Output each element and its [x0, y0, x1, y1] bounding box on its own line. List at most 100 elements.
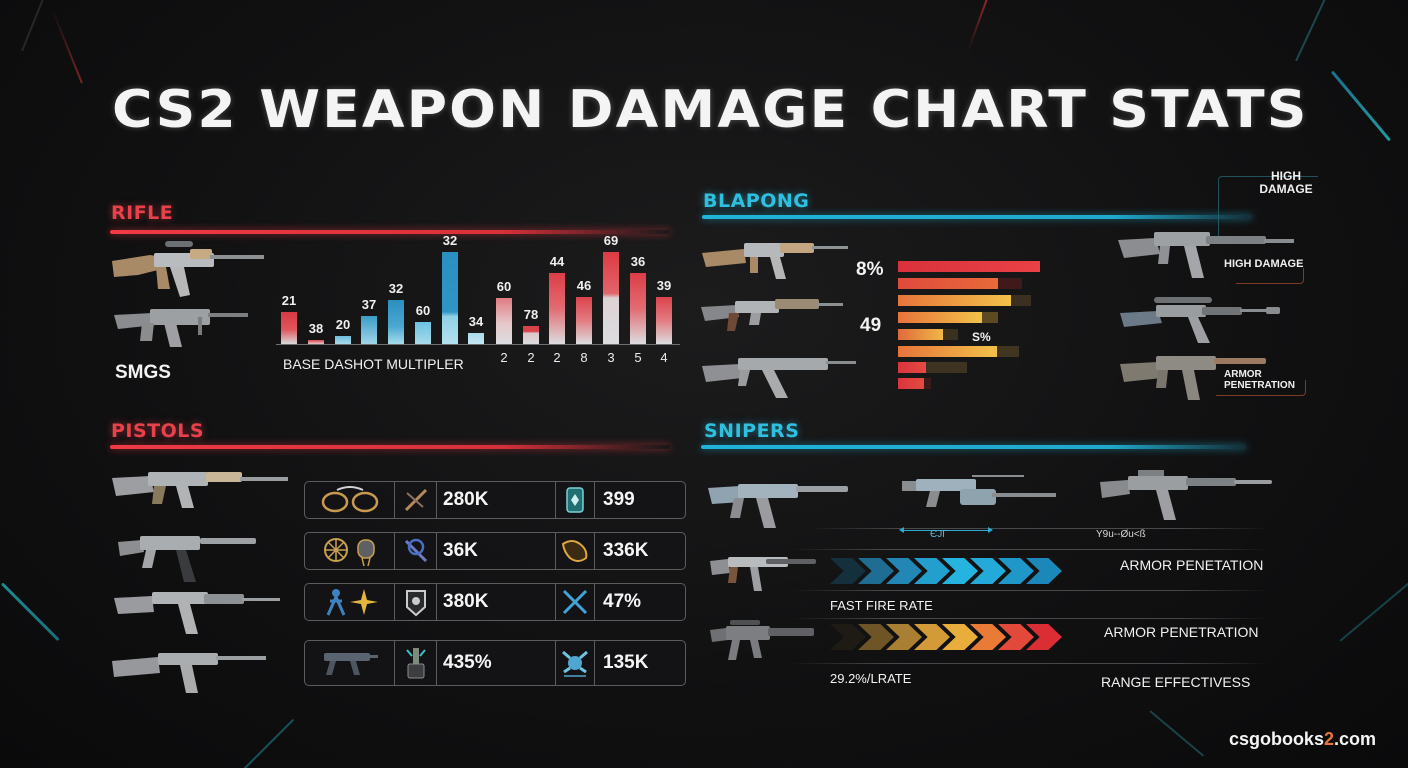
stat-row: 435% 135K [304, 640, 686, 686]
stat-annotation: S% [972, 330, 991, 344]
page-title: CS2 WEAPON DAMAGE CHART STATS [112, 80, 1309, 140]
bar: 60 [415, 303, 431, 344]
chevron-progress-blue [830, 558, 1062, 584]
bar: 78 2 [523, 307, 539, 365]
hbar [898, 295, 1031, 306]
blue-crossed-swords-icon [555, 584, 595, 620]
range-arrow-left-icon [899, 527, 904, 533]
blue-serpent-sword-icon [395, 533, 437, 569]
decor-streak [1295, 0, 1331, 62]
bar: 32 [388, 281, 404, 344]
sniper-stat-label: ARMOR PENETATION [1120, 557, 1264, 573]
chevron-icon [830, 624, 866, 650]
callout-high-damage-2: HIGH DAMAGE [1224, 258, 1304, 270]
callout-armor-penetration: ARMOR PENETRATION [1224, 369, 1295, 391]
bar: 37 [361, 297, 377, 344]
teal-shield-badge-icon [555, 482, 595, 518]
bar: 69 3 [603, 233, 619, 365]
stat-annotation: 49 [860, 315, 882, 336]
stat-annotation: 8% [856, 259, 884, 280]
smg-silhouette-icon [305, 641, 395, 685]
stat-value: 280K [443, 489, 489, 510]
sniper-weapon-image-2 [900, 473, 1060, 521]
decor-streak [1339, 569, 1408, 642]
sniper-weapon-image-3 [1098, 468, 1274, 522]
chevron-progress-warm [830, 624, 1062, 650]
sniper-weapon-image-1 [706, 478, 852, 530]
weapon-image-1 [700, 233, 850, 281]
callout-high-damage: HIGH DAMAGE [1259, 169, 1313, 196]
sniper-stat-label: ARMOR PENETRATION [1104, 624, 1259, 640]
smgs-label: SMGS [115, 362, 171, 383]
rifle-bar-chart: 21 38 20 37 32 60 32 34 60 2 78 2 44 2 46 8 … [268, 230, 680, 380]
weapon-image-right-2 [1118, 293, 1288, 349]
ornate-gold-scissors-icon [305, 482, 395, 518]
section-title-pistols: PISTOLS [111, 420, 205, 442]
chart-baseline [276, 344, 680, 345]
stat-value: 47% [603, 591, 642, 612]
section-rule-rifle [110, 230, 670, 234]
section-title-snipers: SNIPERS [704, 420, 800, 442]
weapon-image-2 [699, 293, 844, 335]
callout-frame [1218, 176, 1318, 238]
pistol-weapon-image-3 [112, 586, 282, 636]
stat-value: 435% [443, 652, 492, 673]
blue-crab-emblem-icon [555, 641, 595, 685]
section-rule-snipers [701, 445, 1246, 449]
range-arrow-right-icon [988, 527, 993, 533]
decor-streak [243, 718, 295, 768]
hbar [898, 362, 967, 373]
weapon-image-3 [700, 348, 860, 400]
rifle-weapon-image [110, 237, 270, 299]
section-rule-pistols [110, 445, 670, 449]
sniper-row-weapon-2 [708, 618, 820, 668]
silver-crest-medal-icon [395, 584, 437, 620]
bar: 60 2 [496, 279, 512, 365]
sniper-stat-label: FAST FIRE RATE [830, 598, 933, 613]
crossed-blades-icon [395, 482, 437, 518]
bar: 39 4 [656, 278, 672, 365]
chevron-icon [830, 558, 866, 584]
pistol-weapon-image-1 [110, 466, 292, 510]
glitch-label: ЄЈГ [930, 529, 948, 540]
decor-streak [0, 582, 60, 642]
section-rule-weapons [702, 215, 1252, 219]
bar: 21 [281, 293, 297, 344]
decor-streak [21, 0, 50, 52]
stat-value: 36K [443, 540, 478, 561]
bar: 44 2 [549, 254, 565, 365]
pistol-weapon-image-4 [110, 647, 270, 695]
weapon-image-right-1 [1116, 228, 1296, 284]
gold-dragon-icon [555, 533, 595, 569]
bar: 38 [308, 321, 324, 344]
gold-wheel-pendant-icon [305, 533, 395, 569]
stat-row: 36K 336K [304, 532, 686, 570]
divider [790, 549, 1270, 550]
section-title-rifle: RIFLE [111, 202, 174, 224]
hbar [898, 378, 931, 389]
x-axis-label: BASE DASHOT MULTIPLER [283, 356, 464, 372]
bar: 34 [468, 314, 484, 344]
divider [810, 528, 1270, 529]
decor-streak [967, 0, 990, 52]
stat-value: 399 [603, 489, 635, 510]
stat-value: 135K [603, 652, 649, 673]
stat-value: 380K [443, 591, 489, 612]
section-title-weapons: BLAPONG [703, 190, 810, 212]
stat-row: 280K 399 [304, 481, 686, 519]
divider [790, 590, 1270, 591]
callout-frame [1216, 380, 1306, 396]
sniper-stat-label: 29.2%/LRATE [830, 671, 912, 686]
range-indicator [901, 530, 991, 531]
bar: 36 5 [630, 254, 646, 365]
blue-figure-star-icon [305, 584, 395, 620]
trophy-pedestal-icon [395, 641, 437, 685]
hbar [898, 261, 1041, 272]
hbar [898, 278, 1022, 289]
sniper-stat-label: RANGE EFFECTIVESS [1101, 674, 1251, 690]
glitch-label: Y9u--Øu<ß [1096, 529, 1146, 540]
stat-value: 336K [603, 540, 649, 561]
decor-streak [51, 8, 83, 84]
bar: 20 [335, 317, 351, 344]
pistol-weapon-image-2 [116, 528, 258, 584]
